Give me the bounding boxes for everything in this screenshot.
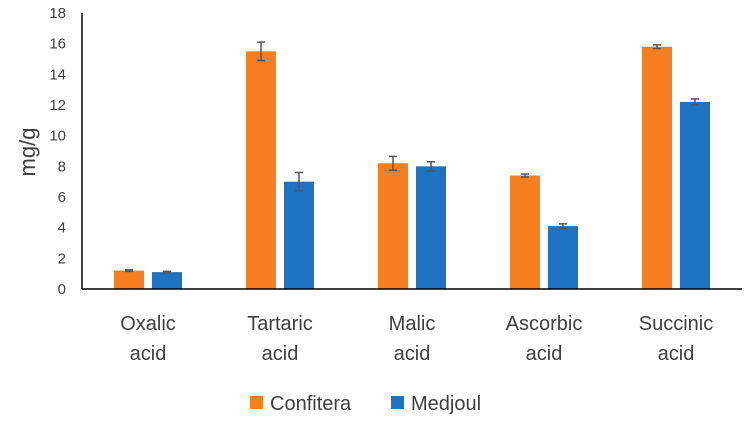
y-tick-label: 8 — [58, 158, 66, 175]
error-bar — [427, 160, 435, 172]
x-category-label: Ascorbic — [506, 313, 583, 335]
bars — [114, 41, 710, 290]
error-bar — [389, 155, 397, 171]
y-axis-title: mg/g — [15, 128, 40, 177]
x-category-label: Tartaric — [247, 313, 313, 335]
x-category-label: acid — [262, 343, 299, 365]
error-bar — [257, 41, 265, 62]
bar-medjoul-4 — [680, 101, 710, 289]
y-tick-label: 16 — [49, 36, 66, 53]
legend-label: Confitera — [270, 393, 352, 415]
error-bar — [125, 269, 133, 273]
bar-medjoul-1 — [284, 181, 314, 289]
y-tick-label: 2 — [58, 250, 66, 267]
x-category-label: acid — [526, 343, 563, 365]
x-axis-category-labels: Oxalic acid Tartaric acid Malic acid Ascorbic a… — [120, 313, 713, 365]
error-bar — [653, 44, 661, 50]
bar-medjoul-3 — [548, 226, 578, 289]
x-category-label: Oxalic — [120, 313, 176, 335]
error-bar — [691, 98, 699, 106]
bar-confitera-1 — [246, 51, 276, 290]
y-tick-label: 0 — [58, 281, 66, 298]
bar-confitera-4 — [642, 46, 672, 289]
x-category-label: acid — [658, 343, 695, 365]
y-axis-ticks: 0 2 4 6 8 10 12 14 16 18 — [49, 5, 66, 298]
legend: Confitera Medjoul — [250, 393, 481, 415]
bar-medjoul-2 — [416, 166, 446, 289]
y-tick-label: 14 — [49, 66, 66, 83]
bar-medjoul-0 — [152, 272, 182, 289]
error-bar — [295, 171, 303, 192]
legend-item: Confitera — [250, 393, 352, 415]
bar-confitera-2 — [378, 163, 408, 289]
y-tick-label: 6 — [58, 189, 66, 206]
y-tick-label: 12 — [49, 97, 66, 114]
error-bar — [521, 173, 529, 178]
x-category-label: Succinic — [639, 313, 713, 335]
legend-swatch — [391, 396, 404, 409]
y-tick-label: 18 — [49, 5, 66, 22]
x-category-label: acid — [394, 343, 431, 365]
y-tick-label: 4 — [58, 220, 66, 237]
bar-confitera-3 — [510, 175, 540, 289]
error-bar — [559, 223, 567, 230]
x-category-label: acid — [130, 343, 167, 365]
legend-item: Medjoul — [391, 393, 481, 415]
error-bar — [163, 270, 171, 274]
legend-label: Medjoul — [411, 393, 481, 415]
x-category-label: Malic — [389, 313, 436, 335]
legend-swatch — [250, 396, 263, 409]
y-tick-label: 10 — [49, 128, 66, 145]
bar-confitera-0 — [114, 270, 144, 289]
